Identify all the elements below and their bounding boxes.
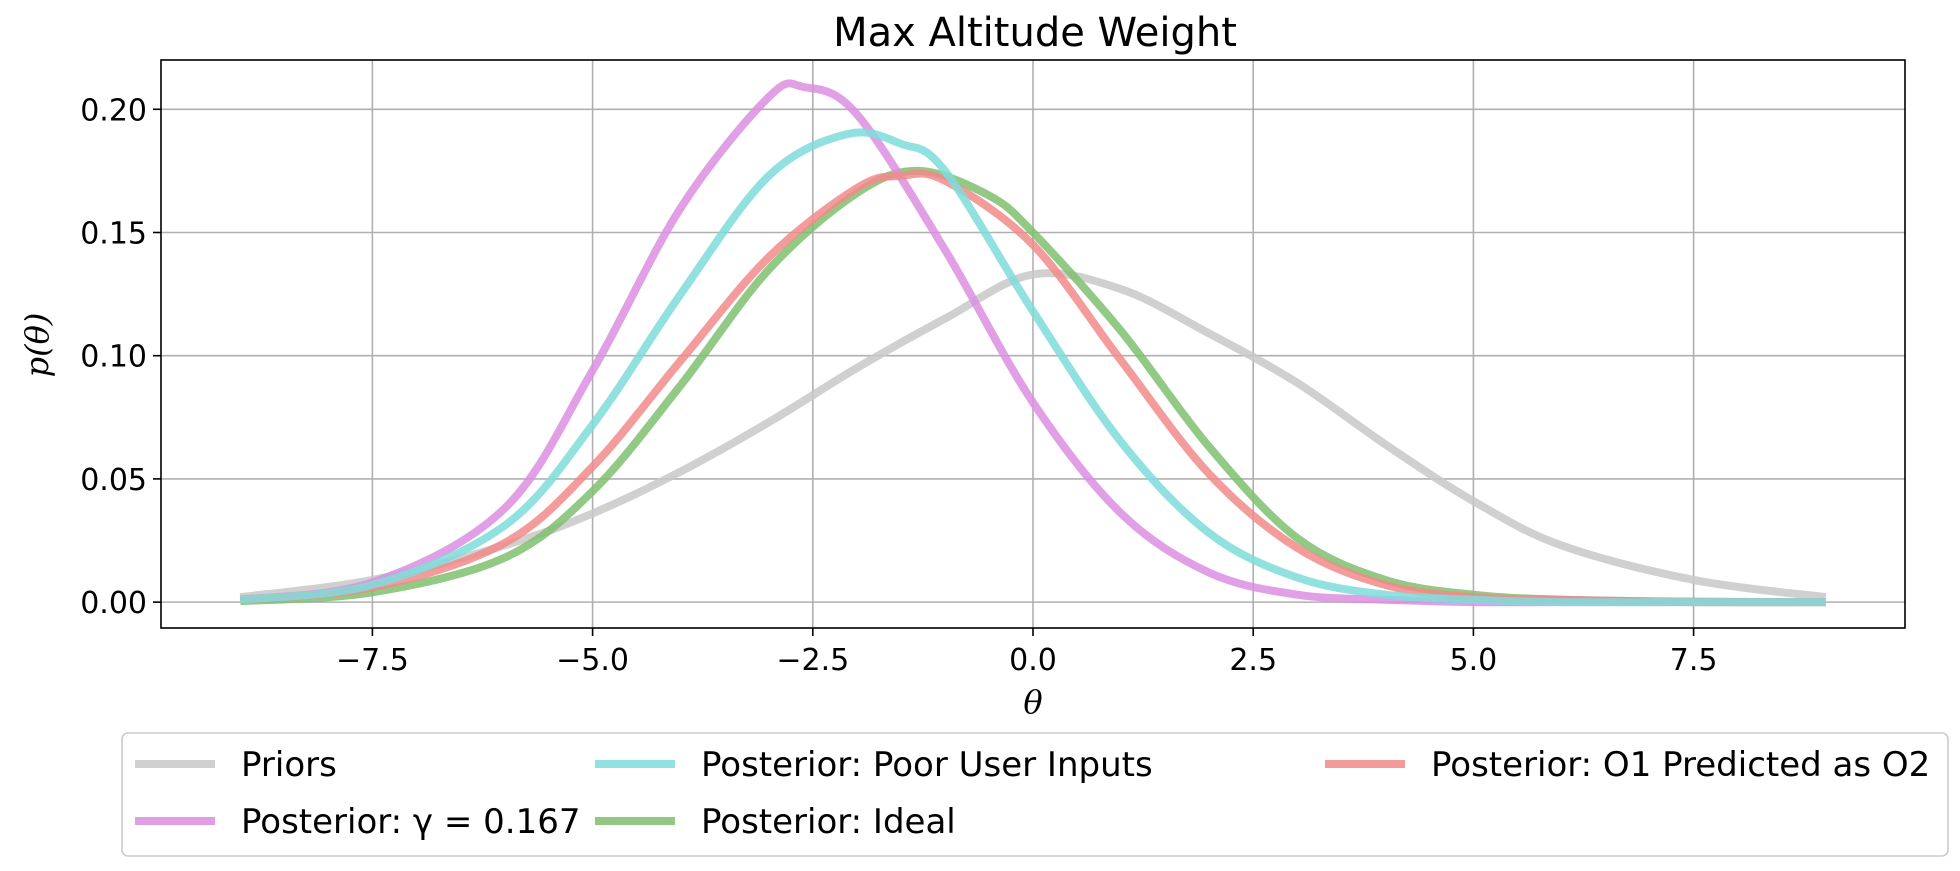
- chart-title: Max Altitude Weight: [833, 10, 1237, 56]
- legend-label-posterior-poor-user-inputs: Posterior: Poor User Inputs: [701, 745, 1153, 785]
- legend: Priors Posterior: γ = 0.167 Posterior: Poo…: [121, 732, 1949, 857]
- legend-label-priors: Priors: [241, 745, 337, 785]
- legend-label-posterior-o1-predicted-as-o2: Posterior: O1 Predicted as O2: [1431, 745, 1930, 785]
- y-tick-label: 0.15: [80, 216, 147, 251]
- y-axis-ticks: 0.00 0.05 0.10 0.15 0.20: [80, 93, 161, 621]
- x-tick-label: 0.0: [1009, 643, 1057, 678]
- series-line-posterior-poor-user-inputs: [239, 128, 1826, 607]
- legend-frame: [121, 732, 1949, 857]
- legend-label-posterior-ideal: Posterior: Ideal: [701, 802, 956, 842]
- x-axis-ticks: −7.5 −5.0 −2.5 0.0 2.5 5.0 7.5: [336, 628, 1718, 678]
- y-axis-label: p(θ): [18, 313, 56, 378]
- x-axis-label: θ: [1023, 683, 1042, 721]
- y-tick-label: 0.20: [80, 93, 147, 128]
- x-tick-label: −2.5: [776, 643, 849, 678]
- y-tick-label: 0.10: [80, 340, 147, 375]
- plot-series: [239, 79, 1827, 607]
- x-tick-label: −5.0: [556, 643, 629, 678]
- y-tick-label: 0.00: [80, 586, 147, 621]
- y-tick-label: 0.05: [80, 463, 147, 498]
- x-tick-label: −7.5: [336, 643, 409, 678]
- x-tick-label: 7.5: [1670, 643, 1718, 678]
- legend-label-posterior-0-167: Posterior: γ = 0.167: [241, 802, 581, 842]
- x-tick-label: 2.5: [1229, 643, 1277, 678]
- grid: [161, 60, 1905, 628]
- x-tick-label: 5.0: [1450, 643, 1498, 678]
